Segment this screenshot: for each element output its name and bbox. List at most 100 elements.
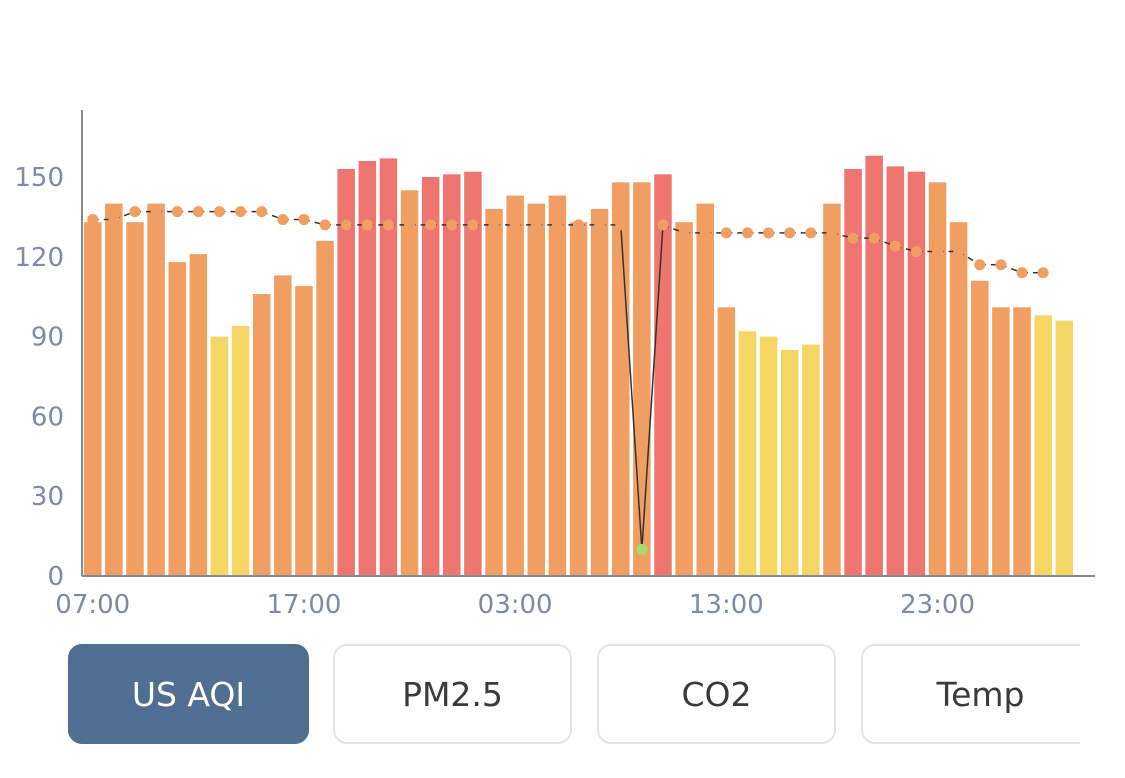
y-tick-label: 60: [31, 402, 64, 432]
trend-point: [615, 219, 627, 231]
x-tick-label: 03:00: [478, 590, 553, 620]
trend-point: [213, 206, 225, 218]
bar: [548, 195, 567, 576]
tab-temp[interactable]: Temp: [861, 644, 1080, 744]
bar: [126, 222, 144, 576]
bar: [675, 222, 693, 576]
trend-point: [171, 206, 183, 218]
bar: [147, 203, 165, 576]
trend-point: [657, 219, 669, 231]
trend-point: [235, 206, 247, 218]
bar: [971, 280, 989, 576]
bar: [506, 195, 524, 576]
y-tick-label: 0: [47, 562, 64, 592]
trend-point: [573, 219, 585, 231]
bar: [612, 182, 630, 576]
trend-point: [1037, 267, 1049, 279]
bar: [949, 222, 968, 576]
bar: [316, 240, 334, 576]
bar: [1034, 315, 1052, 576]
trend-point: [319, 219, 331, 231]
trend-point: [826, 227, 838, 239]
bar: [823, 203, 841, 576]
trend-point: [974, 259, 986, 271]
trend-point: [953, 245, 965, 257]
bar: [527, 203, 546, 576]
trend-point: [404, 219, 416, 231]
trend-point: [594, 219, 606, 231]
y-tick-label: 120: [14, 243, 64, 273]
bar: [654, 174, 672, 576]
trend-point: [699, 227, 711, 239]
x-tick-label: 17:00: [266, 590, 341, 620]
trend-point: [361, 219, 373, 231]
trend-point: [298, 214, 310, 226]
bar: [464, 171, 482, 576]
bar: [992, 307, 1010, 576]
trend-point: [467, 219, 479, 231]
bar: [907, 171, 926, 576]
ticks-layer: 0 30 60 90 120 150 07:00 17:00 03:00 13:00 23:00: [14, 163, 975, 620]
trend-point: [425, 219, 437, 231]
trend-point: [741, 227, 753, 239]
y-tick-label: 30: [31, 482, 64, 512]
trend-point: [868, 232, 880, 244]
trend-line-segment: [641, 224, 664, 550]
y-tick-label: 90: [31, 323, 64, 353]
line-layer: [87, 206, 1049, 555]
trend-point: [763, 227, 775, 239]
bar: [717, 307, 736, 576]
bar: [844, 169, 862, 576]
trend-point: [720, 227, 732, 239]
bar: [633, 182, 651, 576]
trend-line-segment: [620, 224, 643, 550]
bar: [590, 208, 609, 577]
metric-tabs: US AQI PM2.5 CO2 Temp: [68, 644, 1080, 746]
trend-point: [488, 219, 500, 231]
x-tick-label: 07:00: [55, 590, 130, 620]
aqi-chart: 0 30 60 90 120 150 07:00 17:00 03:00 13:00 23:00: [14, 110, 1095, 620]
trend-point: [889, 240, 901, 252]
trend-point: [382, 219, 394, 231]
bar: [400, 190, 419, 577]
bar: [1013, 307, 1031, 576]
bar: [886, 166, 905, 577]
bar: [485, 208, 503, 577]
trend-point: [1016, 267, 1028, 279]
trend-point: [192, 206, 204, 218]
bar: [379, 158, 398, 576]
trend-point: [805, 227, 817, 239]
trend-point: [847, 232, 859, 244]
trend-point: [108, 214, 120, 226]
bar: [337, 169, 355, 576]
bar: [168, 262, 186, 576]
x-tick-label: 23:00: [900, 590, 975, 620]
bar: [189, 254, 208, 576]
trend-point: [446, 219, 458, 231]
y-tick-label: 150: [14, 163, 64, 193]
bar: [252, 294, 271, 576]
trend-point: [932, 245, 944, 257]
tab-pm25[interactable]: PM2.5: [333, 644, 572, 744]
tab-co2[interactable]: CO2: [597, 644, 836, 744]
trend-point: [636, 543, 648, 555]
trend-point: [87, 214, 99, 226]
trend-point: [129, 206, 141, 218]
x-tick-label: 13:00: [689, 590, 764, 620]
bar: [274, 275, 292, 576]
trend-point: [277, 214, 289, 226]
bar: [84, 222, 102, 576]
bar: [759, 336, 778, 576]
trend-point: [150, 206, 162, 218]
trend-point: [678, 227, 690, 239]
tab-us-aqi[interactable]: US AQI: [68, 644, 309, 744]
bar: [358, 161, 377, 577]
bar: [210, 336, 229, 576]
bar: [421, 177, 440, 576]
bar: [780, 349, 799, 576]
trend-point: [551, 219, 563, 231]
bar: [802, 344, 820, 576]
trend-point: [340, 219, 352, 231]
bar: [231, 325, 250, 576]
trend-point: [256, 206, 268, 218]
